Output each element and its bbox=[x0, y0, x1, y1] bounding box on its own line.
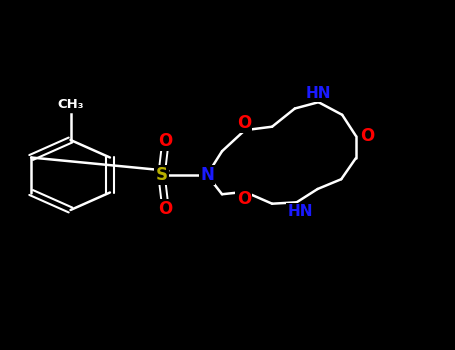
Text: S: S bbox=[156, 166, 167, 184]
Text: O: O bbox=[158, 200, 172, 218]
Text: O: O bbox=[158, 132, 172, 150]
Text: O: O bbox=[237, 113, 251, 132]
Text: O: O bbox=[237, 190, 251, 209]
Text: N: N bbox=[200, 166, 214, 184]
Text: O: O bbox=[360, 127, 375, 145]
Text: HN: HN bbox=[288, 204, 313, 219]
Text: HN: HN bbox=[306, 86, 331, 100]
Text: CH₃: CH₃ bbox=[57, 98, 84, 111]
